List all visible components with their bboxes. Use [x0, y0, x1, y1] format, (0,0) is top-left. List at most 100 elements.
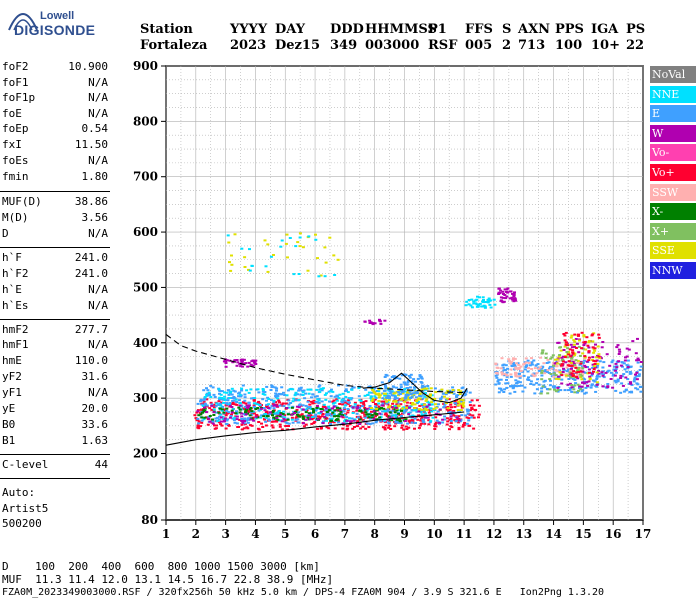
data-point [374, 393, 378, 396]
data-point [502, 293, 505, 295]
data-point [379, 413, 383, 416]
data-point [630, 390, 633, 393]
data-point [327, 409, 331, 412]
data-point [203, 396, 207, 398]
data-point [257, 391, 261, 394]
data-point [611, 374, 615, 377]
data-point [554, 358, 557, 361]
data-point [569, 376, 573, 379]
data-point [550, 356, 554, 359]
data-point [477, 404, 481, 407]
data-point [593, 363, 597, 365]
data-point [396, 404, 400, 407]
data-point [217, 411, 221, 414]
data-point [621, 384, 625, 387]
data-point [388, 378, 392, 381]
data-point [362, 402, 366, 405]
data-point [452, 414, 456, 417]
data-point [403, 388, 407, 390]
data-point [370, 410, 373, 413]
data-point [223, 391, 226, 394]
param-value: N/A [88, 107, 108, 120]
data-point [402, 411, 406, 414]
data-point [307, 412, 311, 415]
data-point [507, 358, 511, 361]
data-point [295, 405, 299, 408]
data-point [402, 389, 405, 392]
data-point [320, 408, 324, 411]
data-point [197, 420, 201, 423]
data-point [220, 397, 224, 399]
data-point [406, 396, 410, 399]
data-point [367, 385, 371, 388]
data-point [457, 417, 461, 420]
data-point [345, 428, 349, 431]
data-point [496, 380, 500, 383]
data-point [272, 416, 276, 419]
data-point [347, 417, 351, 420]
data-point [380, 381, 384, 384]
data-point [635, 382, 639, 385]
data-point [381, 410, 385, 413]
data-point [345, 419, 349, 422]
data-point [373, 322, 377, 325]
param-name: M(D) [2, 211, 29, 224]
x-tick-label: 10 [426, 527, 443, 541]
data-point [296, 241, 300, 244]
data-point [383, 409, 387, 412]
data-point [419, 381, 423, 383]
header-row2-cell: 2023 [230, 38, 267, 53]
data-point [593, 347, 597, 350]
data-point [575, 375, 579, 378]
data-point [350, 397, 354, 400]
data-point [541, 385, 545, 388]
data-point [518, 376, 522, 379]
footer-file-info: FZA0M_2023349003000.RSF / 320fx256h 50 k… [2, 587, 605, 598]
data-point [419, 376, 423, 379]
data-point [211, 422, 215, 425]
data-point [406, 422, 410, 425]
data-point [569, 360, 573, 363]
data-point [365, 409, 369, 412]
data-point [628, 370, 632, 373]
data-point [207, 417, 211, 420]
data-point [367, 426, 371, 429]
data-point [316, 418, 320, 421]
data-point [414, 380, 417, 383]
data-point [202, 400, 206, 403]
data-point [263, 393, 267, 396]
footer-muf: MUF 11.3 11.4 12.0 13.1 14.5 16.7 22.8 3… [2, 573, 334, 586]
data-point [404, 425, 408, 428]
data-point [267, 403, 271, 406]
data-point [222, 397, 226, 400]
data-point [537, 367, 541, 370]
data-point [224, 365, 228, 368]
data-point [513, 390, 517, 393]
data-point [513, 363, 516, 366]
data-point [446, 406, 450, 408]
data-point [286, 418, 290, 421]
data-point [404, 395, 408, 398]
data-point [328, 418, 332, 420]
data-point [260, 407, 263, 410]
data-point [510, 364, 514, 367]
data-point [243, 399, 247, 402]
data-point [285, 422, 289, 425]
data-point [541, 349, 545, 352]
data-point [281, 413, 285, 415]
data-point [304, 392, 308, 395]
data-point [344, 390, 347, 392]
data-point [321, 413, 325, 415]
data-point [268, 413, 272, 416]
data-point [585, 336, 589, 339]
data-point [594, 390, 598, 393]
data-point [519, 370, 523, 372]
data-point [296, 418, 300, 421]
data-point [270, 384, 274, 387]
data-point [409, 393, 413, 396]
data-point [330, 388, 333, 391]
data-point [615, 346, 619, 349]
data-point [561, 359, 565, 362]
param-name: h`F [2, 251, 22, 264]
param-value: N/A [88, 299, 108, 312]
